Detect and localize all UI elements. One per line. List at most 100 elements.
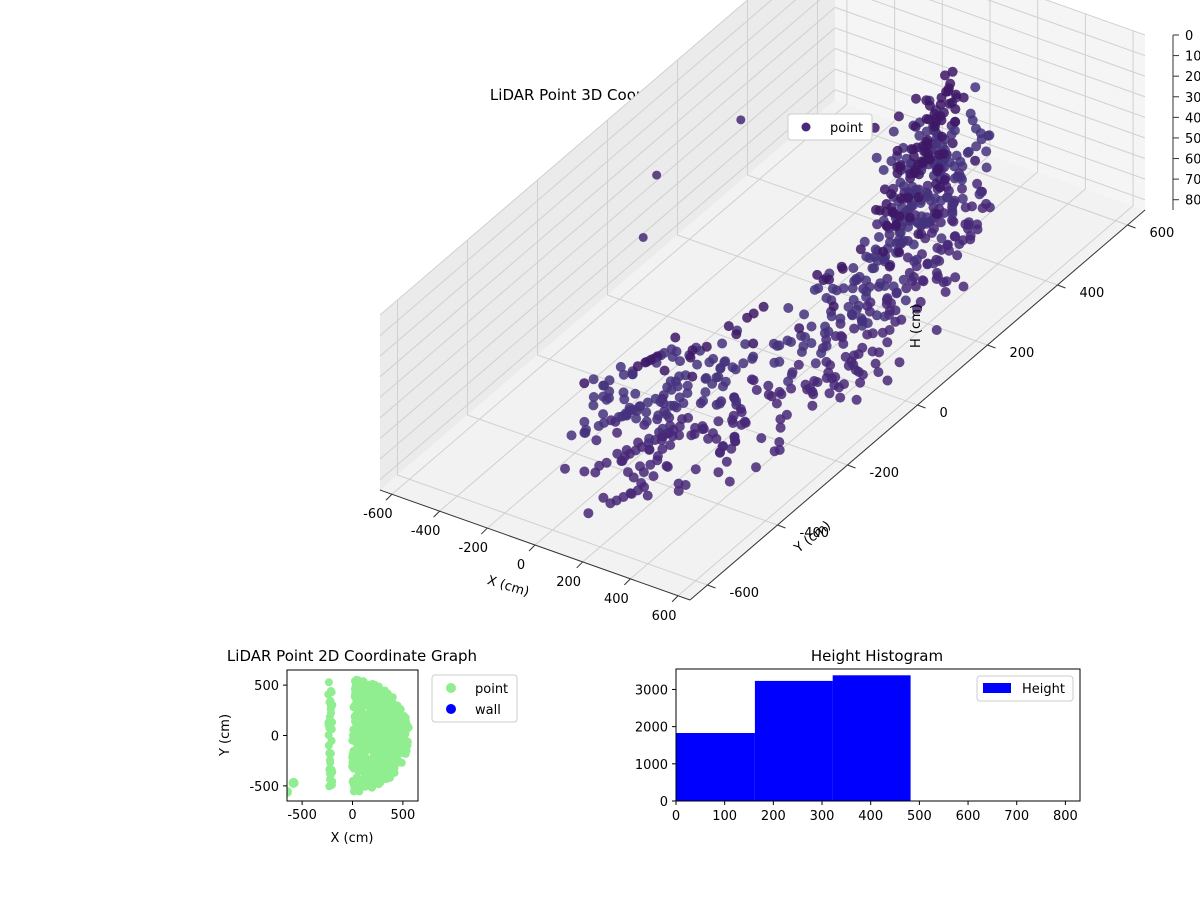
point-3d [914,130,925,141]
tick-x [624,578,631,586]
point-3d [879,184,890,195]
point-2d [352,764,361,773]
grid-line-rear-h [928,0,1146,77]
point-2d [381,762,390,771]
point-3d [670,376,681,387]
point-3d [580,427,591,438]
point-2d [326,687,335,695]
point-3d [957,183,967,194]
point-3d [857,320,868,331]
chart-2d-legend[interactable]: point wall [431,674,518,723]
point-3d [605,498,616,509]
point-3d [685,352,696,363]
grid-line-floor-y [607,294,918,406]
point-3d [657,444,668,454]
point-3d [888,126,899,137]
point-2d [357,692,366,701]
point-2d [357,683,366,692]
chart-2d-title: LiDAR Point 2D Coordinate Graph [227,647,477,665]
tick-label-z: 700 [1185,173,1200,188]
point-3d [873,367,884,378]
point-3d [713,467,724,478]
point-3d [908,151,919,162]
point-3d [740,339,751,350]
point-2d [364,696,373,705]
point-3d [682,388,693,399]
tick-label-hist-y: 1000 [635,758,668,773]
point-2d [376,746,385,755]
point-3d [748,375,759,386]
point-3d [645,355,656,365]
point-3d [971,141,982,152]
point-3d [970,82,981,93]
point-3d [855,244,866,255]
point-3d [641,416,652,427]
tick-label-hist-x: 500 [907,809,932,824]
point-3d [908,239,919,250]
grid-line-rear-h [834,48,1146,160]
point-3d [895,193,906,204]
point-3d [662,382,673,393]
tick-y [987,344,996,349]
tick-label-2d-x: -500 [287,808,317,823]
point-3d [859,236,870,247]
point-3d [731,329,742,340]
point-3d [849,276,860,287]
point-3d [947,208,958,219]
tick-label-z: 300 [1185,91,1200,106]
chart-2d-legend-marker-point [446,683,456,693]
tick-label-2d-x: 500 [390,808,415,823]
tick-label-hist-x: 700 [1004,809,1029,824]
point-3d [981,198,992,209]
point-3d [774,437,785,447]
point-3d [588,400,599,411]
point-3d [901,283,912,294]
point-3d [632,361,643,372]
tick-label-hist-y: 3000 [635,683,668,698]
tick-label-hist-y: 2000 [635,721,668,736]
point-3d [932,271,943,282]
point-3d [806,321,817,332]
point-3d [861,275,872,286]
point-3d [612,448,623,459]
chart-3d-xlabel: X (cm) [485,573,531,600]
tick-label-z: 500 [1185,132,1200,147]
point-3d [617,455,628,466]
tick-label-hist-x: 300 [810,809,835,824]
tick-label-x: 200 [556,575,581,590]
point-3d [799,309,810,320]
tick-x [528,544,536,552]
grid-line-rear-h [870,0,1146,98]
tick-label-x: 0 [517,558,525,573]
point-3d [944,98,955,109]
chart-2d-legend-marker-wall [446,704,456,714]
point-3d [583,508,594,519]
point-3d [700,373,711,384]
point-2d [352,698,361,707]
point-3d [903,192,914,203]
tick-label-z: 400 [1185,111,1200,126]
point-3d [918,276,929,287]
point-3d [931,325,942,335]
point-2d [325,712,334,721]
point-3d [742,312,753,323]
point-3d [984,130,995,141]
point-3d [714,398,725,409]
point-3d [783,376,794,387]
histogram-legend[interactable]: Height [976,675,1074,702]
grid-line-left-h [379,0,797,357]
point-3d [913,192,924,203]
chart-2d: LiDAR Point 2D Coordinate Graph -500 0 500… [218,647,518,846]
point-3d [904,212,915,223]
point-3d [579,466,590,477]
point-3d [912,303,923,314]
point-3d [566,430,577,441]
chart-3d-legend[interactable]: point [787,113,873,141]
point-3d [943,86,954,97]
tick-label-2d-y: -500 [249,780,279,795]
grid-line-rear-h [834,89,1146,201]
point-3d [598,492,609,503]
point-3d [775,422,786,433]
chart-3d-legend-label: point [830,121,863,136]
tick-label-z: 0 [1185,29,1193,44]
